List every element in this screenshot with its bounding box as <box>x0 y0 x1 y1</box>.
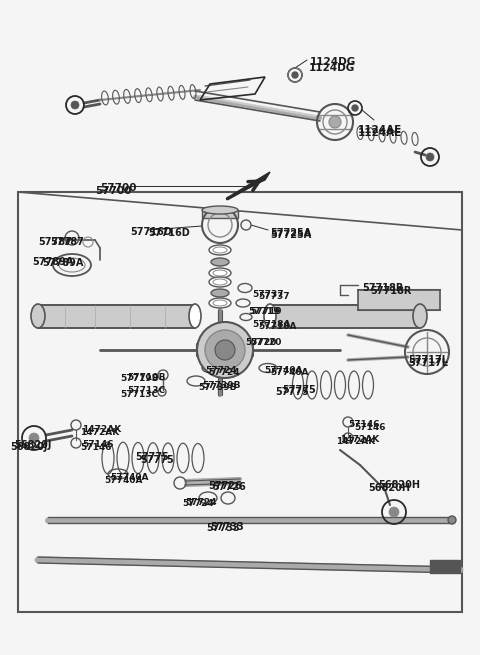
Bar <box>38 305 195 328</box>
Ellipse shape <box>213 279 227 285</box>
Text: 57717L: 57717L <box>408 358 448 368</box>
Circle shape <box>389 507 399 517</box>
Text: 57740A: 57740A <box>104 476 143 485</box>
Ellipse shape <box>213 300 227 306</box>
Circle shape <box>352 105 358 111</box>
Text: 57700: 57700 <box>95 186 132 196</box>
Text: 57787: 57787 <box>38 237 72 247</box>
Text: 57718A: 57718A <box>258 322 297 331</box>
Text: 57719B: 57719B <box>120 374 158 383</box>
Text: 57146: 57146 <box>354 423 385 432</box>
Ellipse shape <box>213 247 227 253</box>
Text: 57724: 57724 <box>205 366 237 375</box>
Text: 57740A: 57740A <box>110 473 148 482</box>
Text: 57725A: 57725A <box>270 230 311 240</box>
Ellipse shape <box>189 304 201 328</box>
Text: 57146: 57146 <box>348 420 380 429</box>
Text: 57718A: 57718A <box>252 320 290 329</box>
Text: 57716D: 57716D <box>148 228 190 238</box>
Bar <box>358 290 440 310</box>
Text: 57733: 57733 <box>210 522 244 532</box>
Text: 57713C: 57713C <box>127 386 165 395</box>
Ellipse shape <box>211 258 229 266</box>
Text: 1124DG: 1124DG <box>309 63 355 73</box>
Text: 57789A: 57789A <box>32 257 73 267</box>
Ellipse shape <box>209 298 231 308</box>
Text: 1472AK: 1472AK <box>340 435 379 444</box>
Text: 57726: 57726 <box>212 482 246 492</box>
Text: 57775: 57775 <box>140 455 174 465</box>
Ellipse shape <box>448 516 456 524</box>
Text: 57739B: 57739B <box>202 381 240 390</box>
Circle shape <box>215 340 235 360</box>
Text: 56820H: 56820H <box>378 480 420 490</box>
Text: 57775: 57775 <box>282 385 316 395</box>
Text: 57740A: 57740A <box>270 368 309 377</box>
Text: 57718R: 57718R <box>370 286 411 296</box>
Ellipse shape <box>31 304 45 328</box>
Text: 57775: 57775 <box>135 452 169 462</box>
Text: 56820J: 56820J <box>10 442 48 452</box>
Text: 57739B: 57739B <box>198 383 237 392</box>
Text: 57789A: 57789A <box>42 258 84 268</box>
Circle shape <box>71 101 79 109</box>
Text: 57787: 57787 <box>50 237 84 247</box>
Text: 1472AK: 1472AK <box>82 425 121 434</box>
Circle shape <box>29 433 39 443</box>
Text: 1472AK: 1472AK <box>336 437 375 446</box>
Ellipse shape <box>213 270 227 276</box>
Text: 57717L: 57717L <box>408 355 448 365</box>
Text: 57733: 57733 <box>206 523 240 533</box>
Bar <box>270 305 420 328</box>
Circle shape <box>426 153 434 161</box>
Text: 56820J: 56820J <box>14 440 51 450</box>
Text: 57720: 57720 <box>245 338 276 347</box>
Text: 57719: 57719 <box>250 307 282 316</box>
Text: 57775: 57775 <box>275 387 309 397</box>
Circle shape <box>197 322 253 378</box>
Text: 57740A: 57740A <box>264 366 302 375</box>
Circle shape <box>205 330 245 370</box>
Text: 57700: 57700 <box>100 183 136 193</box>
Bar <box>202 210 238 218</box>
Circle shape <box>292 72 298 78</box>
Text: 57737: 57737 <box>252 290 284 299</box>
Text: 57724: 57724 <box>182 499 214 508</box>
Text: 57146: 57146 <box>82 440 113 449</box>
Text: 57725A: 57725A <box>270 228 311 238</box>
Bar <box>430 560 460 573</box>
Ellipse shape <box>202 206 238 214</box>
Text: 57726: 57726 <box>208 481 242 491</box>
Ellipse shape <box>209 268 231 278</box>
Text: 57724: 57724 <box>185 498 216 507</box>
Bar <box>270 305 420 328</box>
Text: 57719: 57719 <box>248 307 280 316</box>
Bar <box>18 192 462 612</box>
Text: 57737: 57737 <box>258 292 289 301</box>
Ellipse shape <box>211 289 229 297</box>
Ellipse shape <box>209 245 231 255</box>
Text: 57716D: 57716D <box>130 227 172 237</box>
Text: 57146: 57146 <box>80 443 111 452</box>
Ellipse shape <box>209 277 231 287</box>
Ellipse shape <box>264 304 276 328</box>
Text: 57720: 57720 <box>250 338 281 347</box>
Ellipse shape <box>413 304 427 328</box>
Text: 1124AE: 1124AE <box>358 125 402 135</box>
Text: 56820H: 56820H <box>368 483 410 493</box>
Circle shape <box>329 116 341 128</box>
Bar <box>38 305 195 328</box>
Text: 1472AK: 1472AK <box>80 428 119 437</box>
Text: 1124AE: 1124AE <box>358 128 402 138</box>
Text: 57724: 57724 <box>208 368 240 377</box>
Text: 1124DG: 1124DG <box>310 57 356 67</box>
Text: 57719B: 57719B <box>127 373 166 382</box>
Polygon shape <box>232 172 270 195</box>
Text: 57713C: 57713C <box>120 390 158 399</box>
Text: 57718R: 57718R <box>362 283 403 293</box>
